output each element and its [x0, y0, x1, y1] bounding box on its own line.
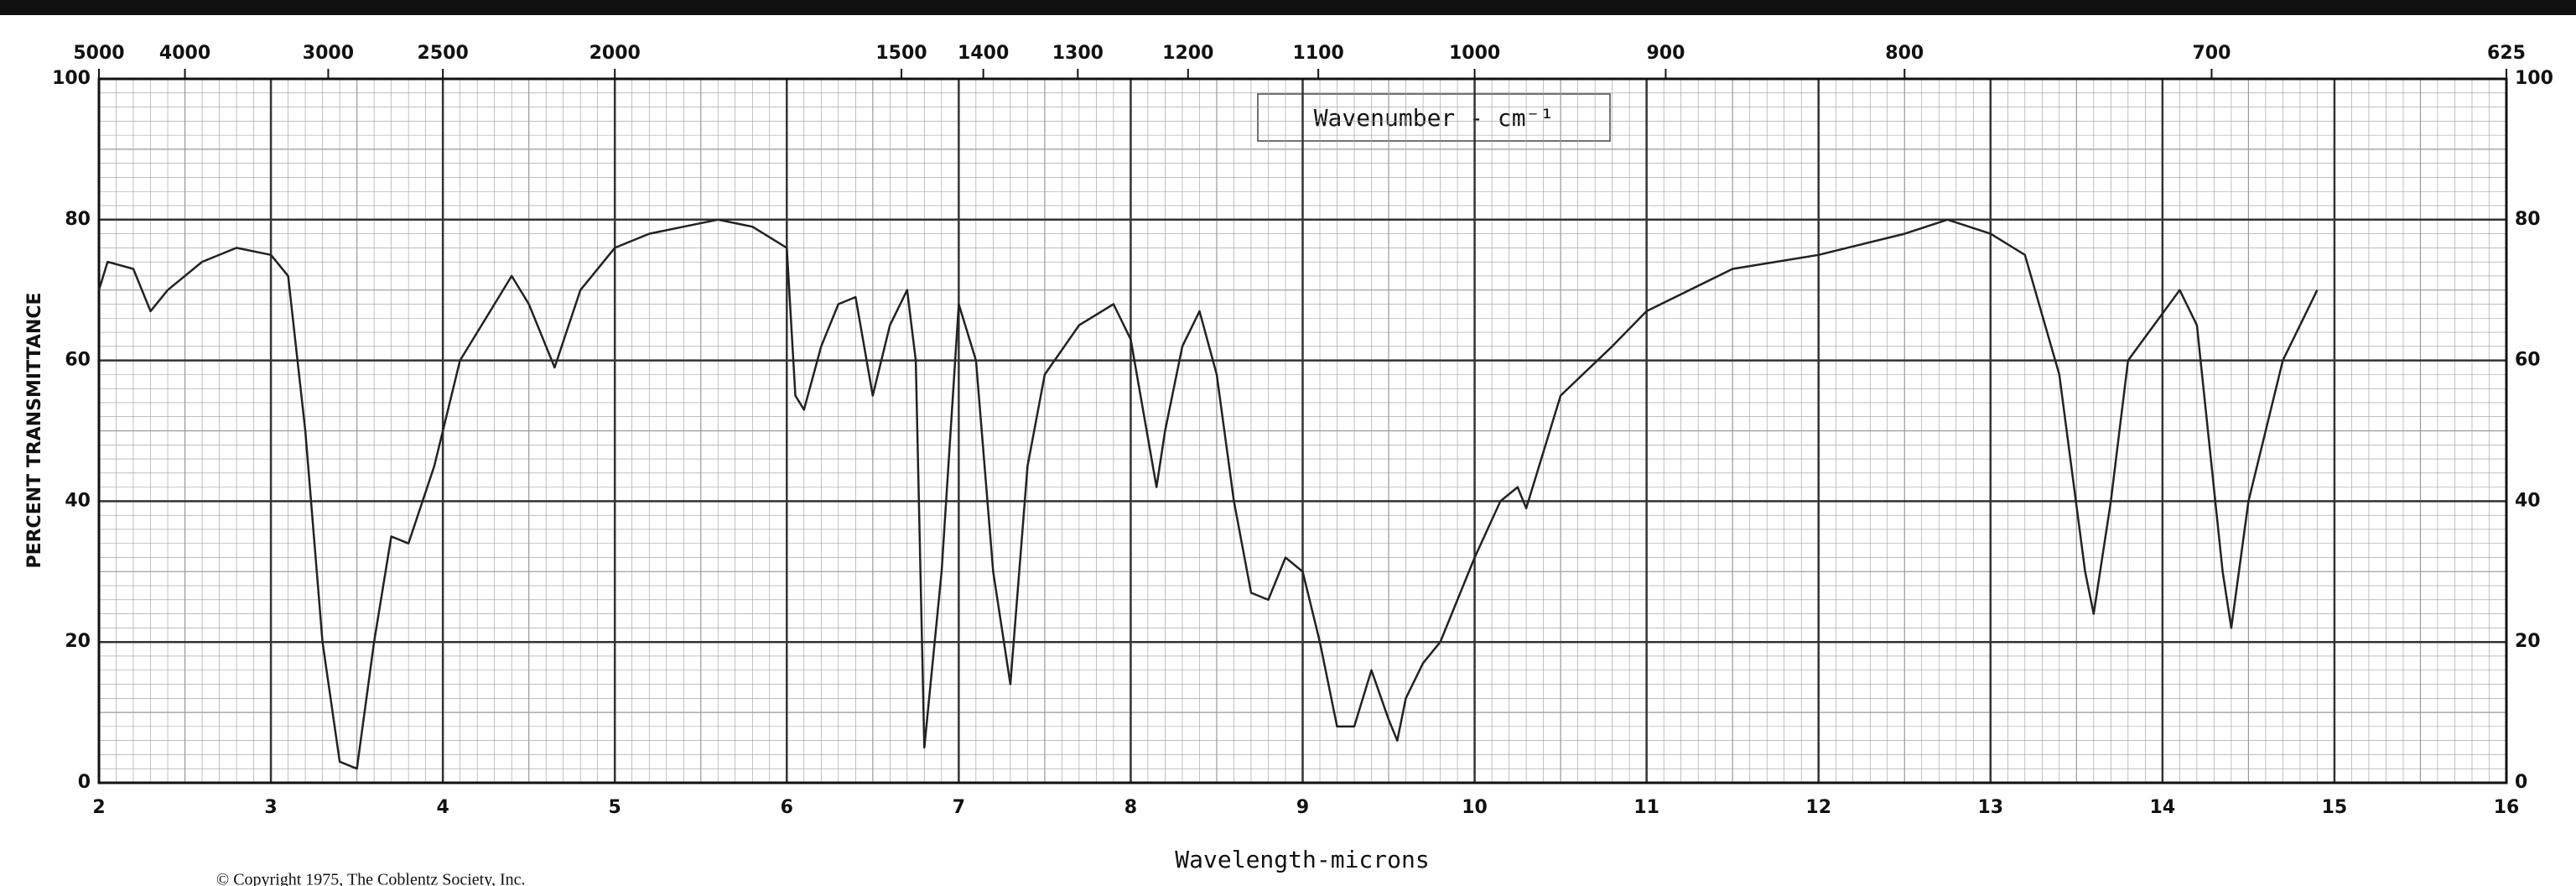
x2-tick-label: 1200	[1162, 43, 1213, 64]
x-tick-label: 7	[953, 797, 965, 818]
x-tick-label: 11	[1633, 797, 1659, 818]
y2-tick-label: 80	[2515, 209, 2541, 230]
y2-tick-label: 100	[2515, 68, 2553, 89]
x2-tick-label: 1100	[1293, 43, 1344, 64]
y2-tick-label: 60	[2515, 350, 2541, 371]
x-axis-title: Wavelength-microns	[1175, 846, 1429, 873]
x-tick-label: 15	[2322, 797, 2348, 818]
y-tick-label: 40	[65, 490, 91, 511]
x2-tick-label: 1000	[1449, 43, 1500, 64]
x2-tick-label: 5000	[73, 43, 124, 64]
x-tick-label: 13	[1977, 797, 2003, 818]
x2-tick-label: 3000	[303, 43, 354, 64]
plot-frame	[97, 77, 2508, 784]
y-tick-label: 20	[65, 631, 91, 652]
y2-tick-label: 40	[2515, 490, 2541, 511]
x2-tick-label: 2000	[589, 43, 641, 64]
x2-tick-label: 1500	[875, 43, 927, 64]
y-axis-title: PERCENT TRANSMITTANCE	[24, 292, 45, 568]
x2-tick-label: 625	[2487, 43, 2526, 64]
x-tick-label: 3	[264, 797, 277, 818]
y2-tick-label: 0	[2515, 772, 2527, 793]
y-tick-label: 0	[78, 772, 91, 793]
x2-tick-label: 4000	[159, 43, 210, 64]
y-tick-label: 80	[65, 209, 91, 230]
x-tick-label: 9	[1296, 797, 1309, 818]
footnote: © Copyright 1975, The Coblentz Society, …	[216, 871, 525, 886]
x-tick-label: 14	[2150, 797, 2176, 818]
x-tick-label: 16	[2494, 797, 2520, 818]
x2-tick-label: 800	[1885, 43, 1924, 64]
x-tick-label: 4	[436, 797, 449, 818]
x-tick-label: 2	[92, 797, 105, 818]
y-tick-label: 100	[52, 68, 91, 89]
x-tick-label: 6	[781, 797, 793, 818]
x2-tick-label: 1400	[958, 43, 1009, 64]
top-strip	[0, 0, 2576, 15]
x2-tick-label: 700	[2192, 43, 2231, 64]
x-tick-label: 5	[609, 797, 621, 818]
x-tick-label: 10	[1462, 797, 1488, 818]
x-tick-label: 12	[1805, 797, 1831, 818]
chart-title: Wavenumber - cm⁻¹	[1314, 104, 1555, 132]
x2-tick-label: 2500	[418, 43, 469, 64]
x2-tick-label: 900	[1646, 43, 1685, 64]
y-tick-label: 60	[65, 350, 91, 371]
x2-tick-label: 1300	[1052, 43, 1104, 64]
spectrum-line	[97, 218, 2319, 770]
x-tick-label: 8	[1124, 797, 1137, 818]
title-box	[1257, 93, 1611, 142]
y2-tick-label: 20	[2515, 631, 2541, 652]
